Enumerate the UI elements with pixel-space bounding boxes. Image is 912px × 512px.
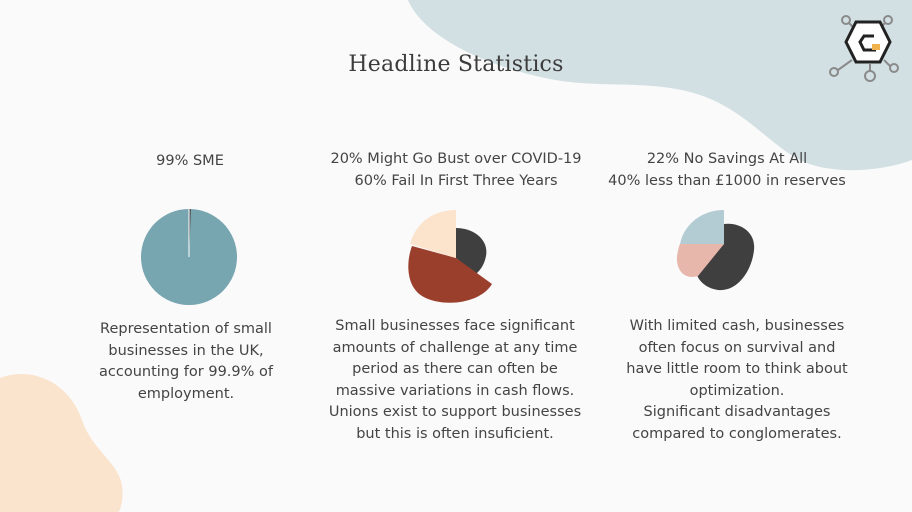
body-line: employment. [137, 385, 235, 402]
pie-slice-blue [680, 210, 724, 244]
column-2-heading: 20% Might Go Bust over COVID-19 60% Fail… [312, 148, 600, 192]
column-2-description: Small businesses face significant amount… [310, 316, 600, 445]
pie-slice-dark [696, 223, 755, 291]
heading-line: 20% Might Go Bust over COVID-19 [330, 151, 582, 167]
column-1-description: Representation of small businesses in th… [80, 319, 292, 405]
heading-line: 99% SME [156, 153, 224, 169]
column-2-pie-chart [408, 210, 492, 303]
body-line: accounting for 99.9% of [99, 364, 273, 380]
heading-line: 40% less than £1000 in reserves [608, 173, 846, 189]
body-line: amounts of challenge at any time [332, 339, 578, 356]
body-line: period as there can often be [352, 361, 558, 377]
column-3-pie-chart [676, 210, 755, 291]
body-line: optimization. [689, 382, 785, 399]
body-line: businesses in the UK, [108, 342, 264, 359]
body-line: Small businesses face significant [335, 318, 575, 334]
body-line: have little room to think about [626, 361, 848, 377]
heading-line: 22% No Savings At All [646, 151, 808, 167]
body-line: compared to conglomerates. [632, 425, 842, 442]
page-title: Headline Statistics [348, 52, 564, 77]
body-line: Significant disadvantages [643, 404, 831, 420]
heading-line: 60% Fail In First Three Years [354, 173, 558, 189]
column-3-description: With limited cash, businesses often focu… [607, 316, 867, 445]
pie-slice-red [408, 246, 492, 303]
body-line: often focus on survival and [638, 339, 836, 356]
body-line: Unions exist to support businesses [328, 404, 582, 420]
body-line: With limited cash, businesses [629, 318, 845, 334]
pie-slice-peach [410, 210, 456, 258]
pie-slice-dark [456, 228, 487, 274]
body-line: Representation of small [100, 321, 272, 337]
body-line: but this is often insuficient. [356, 425, 554, 442]
logo-hexagon-icon [829, 15, 899, 82]
body-line: massive variations in cash flows. [335, 382, 575, 399]
column-1-heading: 99% SME [90, 150, 290, 172]
column-3-heading: 22% No Savings At All 40% less than £100… [597, 148, 857, 192]
pie-slice-pink [676, 244, 724, 277]
column-1-pie-chart [141, 209, 237, 305]
